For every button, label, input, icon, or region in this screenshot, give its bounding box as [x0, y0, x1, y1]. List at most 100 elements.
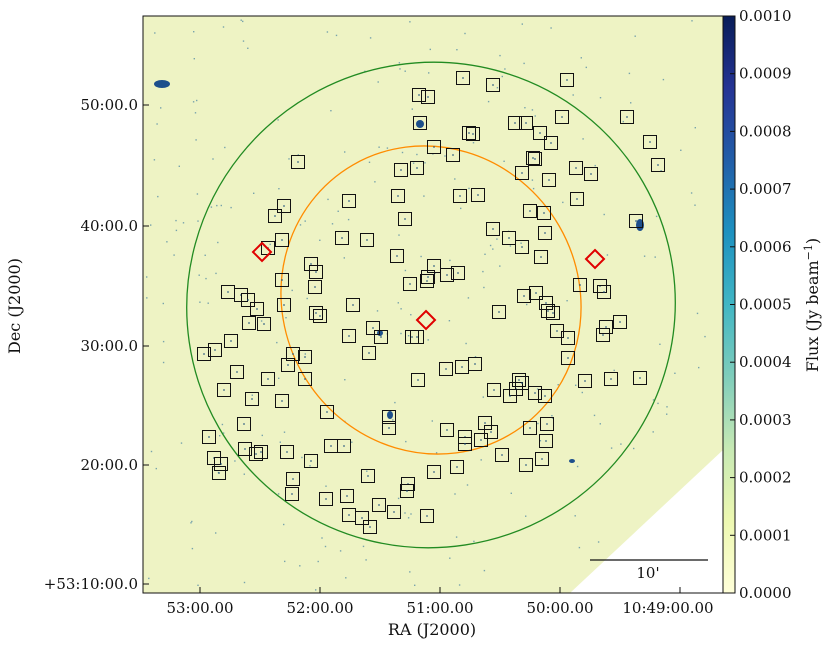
source-dot — [304, 356, 306, 358]
image-background — [143, 16, 723, 593]
source-square — [474, 433, 488, 447]
source-dot — [459, 195, 461, 197]
noise-speckle — [460, 207, 462, 210]
source-square — [512, 373, 526, 387]
noise-speckle — [173, 254, 175, 256]
source-dot — [419, 122, 421, 124]
source-dot — [260, 451, 262, 453]
source-square — [651, 158, 665, 172]
noise-speckle — [178, 165, 180, 167]
noise-speckle — [285, 317, 287, 319]
source-square — [596, 328, 610, 342]
source-dot — [535, 292, 537, 294]
noise-speckle — [324, 545, 327, 548]
noise-speckle — [193, 58, 195, 60]
source-square — [277, 298, 291, 312]
noise-speckle — [162, 302, 164, 305]
noise-speckle — [222, 432, 225, 434]
source-square — [538, 226, 552, 240]
source-square — [440, 268, 454, 282]
colorbar-tick-label: 0.0007 — [739, 180, 792, 198]
noise-speckle — [630, 102, 632, 104]
source-square — [241, 293, 255, 307]
source-dot — [649, 141, 651, 143]
noise-speckle — [599, 423, 601, 425]
source-dot — [521, 172, 523, 174]
noise-speckle — [467, 297, 470, 299]
source-markers — [197, 71, 665, 534]
source-square — [517, 289, 531, 303]
source-square — [313, 309, 327, 323]
noise-speckle — [504, 68, 506, 70]
source-square — [261, 372, 275, 386]
source-dot — [514, 122, 516, 124]
noise-speckle — [365, 559, 367, 561]
noise-speckle — [429, 48, 431, 51]
source-square — [508, 116, 522, 130]
noise-speckle — [581, 391, 583, 394]
source-square — [298, 372, 312, 386]
noise-speckle — [162, 361, 165, 364]
source-square — [411, 373, 425, 387]
noise-speckle — [444, 155, 446, 157]
noise-speckle — [465, 342, 467, 345]
source-square — [340, 489, 354, 503]
colorbar-title-close: ) — [803, 238, 822, 244]
noise-speckle — [253, 192, 255, 194]
source-dot — [315, 271, 317, 273]
noise-speckle — [243, 581, 246, 584]
source-dot — [292, 478, 294, 480]
noise-speckle — [574, 515, 576, 517]
source-dot — [461, 366, 463, 368]
source-square — [202, 430, 216, 444]
source-square — [280, 445, 294, 459]
source-dot — [283, 205, 285, 207]
source-dot — [626, 116, 628, 118]
source-dot — [310, 263, 312, 265]
source-dot — [508, 237, 510, 239]
source-dot — [397, 195, 399, 197]
noise-speckle — [234, 460, 236, 462]
source-dot — [411, 336, 413, 338]
source-square — [456, 71, 470, 85]
source-dot — [534, 158, 536, 160]
source-square — [439, 362, 453, 376]
noise-speckle — [243, 473, 245, 475]
source-dot — [509, 395, 511, 397]
noise-speckle — [435, 452, 438, 454]
noise-speckle — [180, 442, 183, 444]
noise-speckle — [449, 557, 451, 559]
source-dot — [501, 454, 503, 456]
noise-speckle — [474, 356, 477, 358]
noise-speckle — [404, 269, 407, 272]
x-tick-label: 51:00.00 — [406, 599, 473, 617]
noise-speckle — [411, 108, 413, 110]
source-dot — [521, 246, 523, 248]
noise-speckle — [521, 23, 523, 25]
source-dot — [525, 122, 527, 124]
source-square — [342, 194, 356, 208]
source-dot — [281, 239, 283, 241]
source-dot — [393, 511, 395, 513]
source-dot — [546, 423, 548, 425]
source-dot — [457, 272, 459, 274]
source-square — [492, 305, 506, 319]
source-dot — [287, 364, 289, 366]
noise-speckle — [428, 72, 430, 74]
y-tick-label: 50:00.0 — [80, 96, 138, 114]
noise-speckle — [196, 99, 198, 102]
source-square — [486, 222, 500, 236]
source-square — [538, 389, 552, 403]
source-square — [242, 316, 256, 330]
source-square — [257, 317, 271, 331]
noise-speckle — [362, 545, 365, 548]
source-dot — [544, 232, 546, 234]
source-square — [285, 487, 299, 501]
source-dot — [426, 280, 428, 282]
noise-speckle — [660, 170, 662, 172]
noise-speckle — [347, 218, 350, 221]
source-dot — [523, 295, 525, 297]
outer-ellipse — [186, 61, 676, 549]
source-square — [528, 386, 542, 400]
noise-speckle — [222, 26, 225, 28]
